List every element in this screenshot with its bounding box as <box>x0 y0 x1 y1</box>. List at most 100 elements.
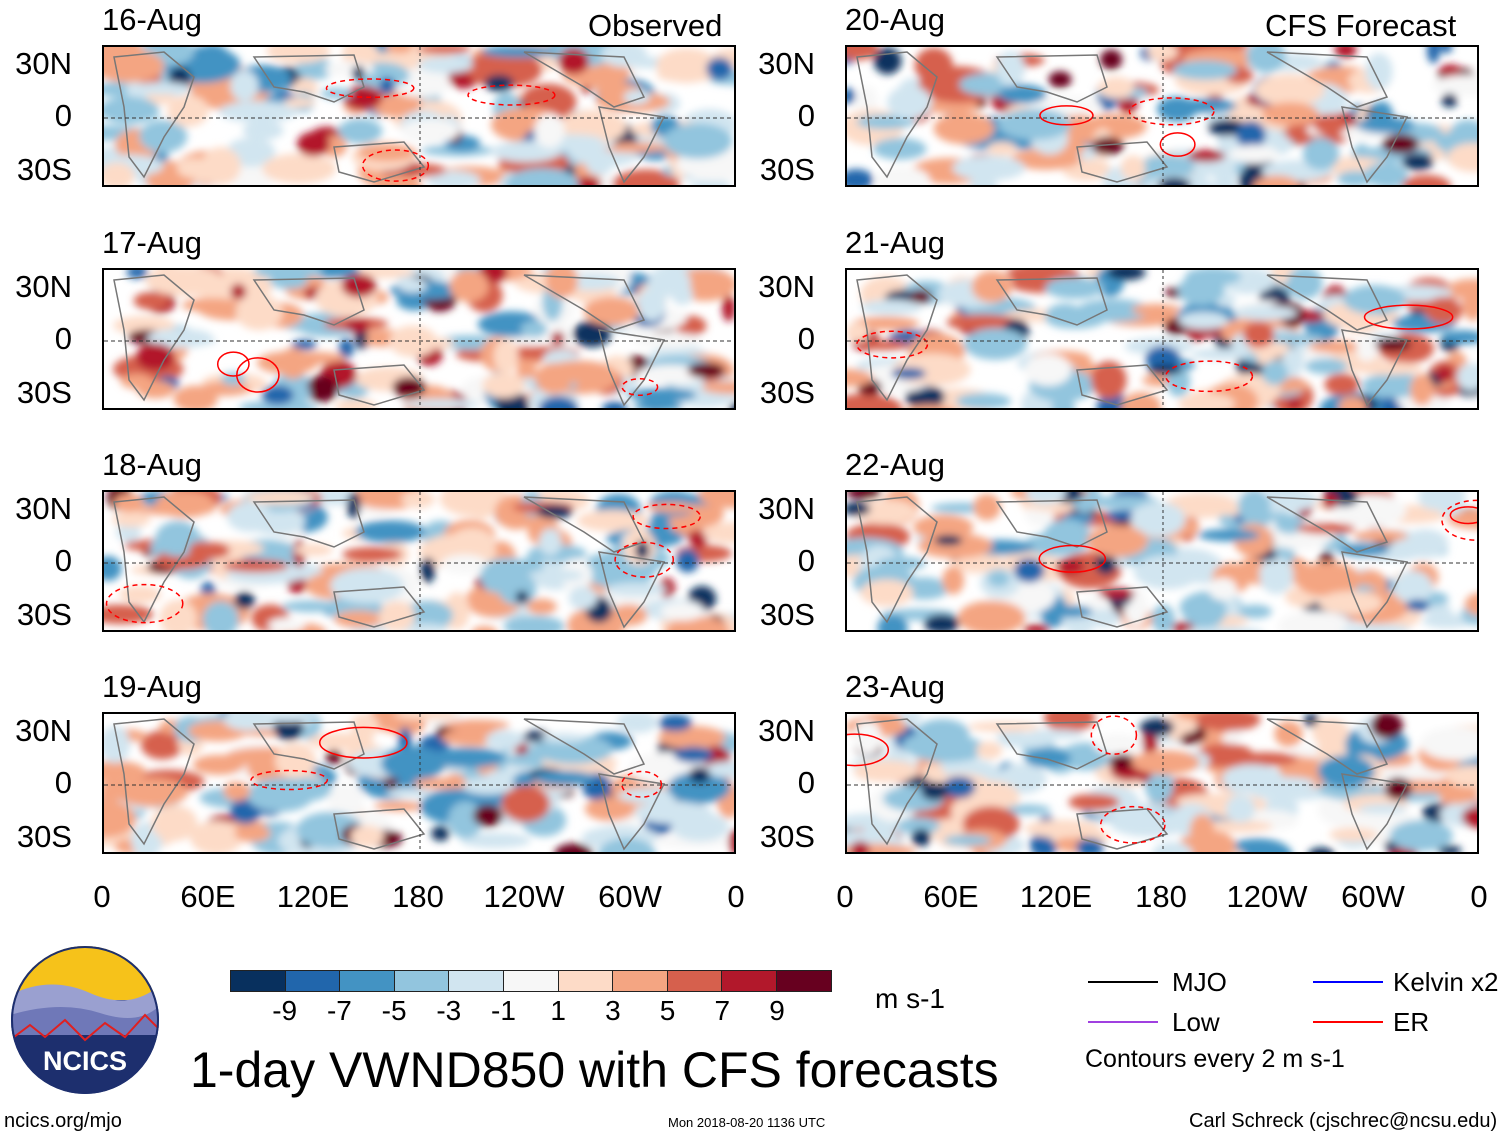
anomaly-blob <box>852 499 917 525</box>
anomaly-blob <box>1402 153 1434 171</box>
mjo-line <box>1088 981 1158 983</box>
anomaly-blob <box>1343 321 1377 334</box>
anomaly-blob <box>1131 303 1181 316</box>
anomaly-blob <box>637 287 666 322</box>
footer-url[interactable]: ncics.org/mjo <box>4 1110 122 1132</box>
colorbar-label: -9 <box>272 995 298 1026</box>
anomaly-blob <box>1024 353 1072 386</box>
anomaly-blob <box>417 47 472 55</box>
anomaly-blob <box>536 504 573 519</box>
anomaly-blob <box>1261 102 1319 126</box>
er-contour <box>847 733 890 767</box>
anomaly-blob <box>1389 820 1453 852</box>
anomaly-blob <box>702 521 734 544</box>
anomaly-blob <box>375 174 422 185</box>
anomaly-blob <box>443 719 510 731</box>
anomaly-blob <box>1329 827 1378 842</box>
anomaly-blob <box>584 796 636 822</box>
panel-date: 20-Aug <box>845 2 945 37</box>
anomaly-blob <box>1086 525 1148 558</box>
anomaly-blob <box>343 85 383 111</box>
panel-date: 18-Aug <box>102 447 202 482</box>
anomaly-blob <box>1130 501 1186 538</box>
anomaly-blob <box>1109 753 1136 770</box>
anomaly-blob <box>394 714 458 720</box>
anomaly-blob <box>1236 120 1266 149</box>
anomaly-blob <box>1302 137 1340 170</box>
anomaly-blob <box>139 120 188 153</box>
anomaly-blob <box>1095 552 1117 575</box>
anomaly-blob <box>853 760 919 783</box>
anomaly-blob <box>373 801 425 812</box>
colorbar-swatch <box>340 971 395 991</box>
lat-label: 30S <box>759 819 815 854</box>
anomaly-blob <box>965 780 1020 815</box>
anomaly-blob <box>516 363 537 383</box>
anomaly-blob <box>133 291 170 310</box>
anomaly-blob <box>1145 345 1181 371</box>
anomaly-blob <box>484 74 514 92</box>
colorbar-label: -1 <box>491 995 516 1026</box>
er-contour <box>621 770 663 798</box>
anomaly-blob <box>274 742 317 779</box>
anomaly-blob <box>942 566 965 595</box>
anomaly-blob <box>1100 49 1123 70</box>
anomaly-blob <box>151 804 198 842</box>
anomaly-blob <box>1051 605 1093 618</box>
anomaly-blob <box>956 393 1012 408</box>
anomaly-blob <box>218 100 299 123</box>
anomaly-blob <box>104 780 125 802</box>
anomaly-blob <box>466 50 543 89</box>
anomaly-blob <box>663 123 733 159</box>
coastline <box>856 496 1409 629</box>
anomaly-blob <box>942 776 976 799</box>
er-contour <box>614 541 675 578</box>
anomaly-blob <box>1324 373 1360 396</box>
legend-mjo: MJO <box>1172 967 1227 997</box>
anomaly-blob <box>617 787 683 804</box>
anomaly-blob <box>256 714 321 723</box>
contours-note: Contours every 2 m s-1 <box>1085 1045 1345 1073</box>
anomaly-blob <box>635 540 650 560</box>
anomaly-blob <box>147 328 214 349</box>
er-contour <box>1159 132 1196 157</box>
anomaly-blob <box>1068 793 1120 811</box>
colorbar <box>230 970 832 992</box>
anomaly-blob <box>551 331 565 346</box>
anomaly-blob <box>278 347 308 380</box>
anomaly-blob <box>703 761 734 778</box>
anomaly-blob <box>515 590 529 604</box>
anomaly-blob <box>728 829 734 852</box>
anomaly-blob <box>266 47 331 64</box>
map-panel <box>845 712 1479 854</box>
anomaly-blob <box>1422 613 1474 629</box>
anomaly-blob <box>1141 730 1158 754</box>
anomaly-blob <box>1189 813 1215 850</box>
panel-date: 17-Aug <box>102 225 202 260</box>
anomaly-blob <box>1229 144 1280 164</box>
colorbar-swatch <box>613 971 668 991</box>
anomaly-blob <box>113 493 145 513</box>
anomaly-blob <box>235 294 283 331</box>
anomaly-blob <box>1197 529 1260 542</box>
er-contour <box>856 330 929 359</box>
panel-date: 21-Aug <box>845 225 945 260</box>
anomaly-blob <box>1023 624 1050 630</box>
er-contour <box>105 583 184 624</box>
colorbar-label: 5 <box>659 995 676 1026</box>
anomaly-blob <box>202 601 239 630</box>
map-panel <box>845 45 1479 187</box>
anomaly-blob <box>328 782 365 820</box>
anomaly-blob <box>921 764 945 780</box>
anomaly-blob <box>267 617 306 630</box>
anomaly-blob <box>448 801 483 839</box>
anomaly-blob <box>223 714 273 731</box>
er-contour <box>1099 805 1166 844</box>
anomaly-blob <box>1410 373 1434 406</box>
anomaly-blob <box>345 319 370 333</box>
anomaly-blob <box>1343 284 1406 315</box>
anomaly-blob <box>1172 60 1238 80</box>
lon-label: 120W <box>1226 879 1308 914</box>
lat-label: 0 <box>797 321 815 356</box>
